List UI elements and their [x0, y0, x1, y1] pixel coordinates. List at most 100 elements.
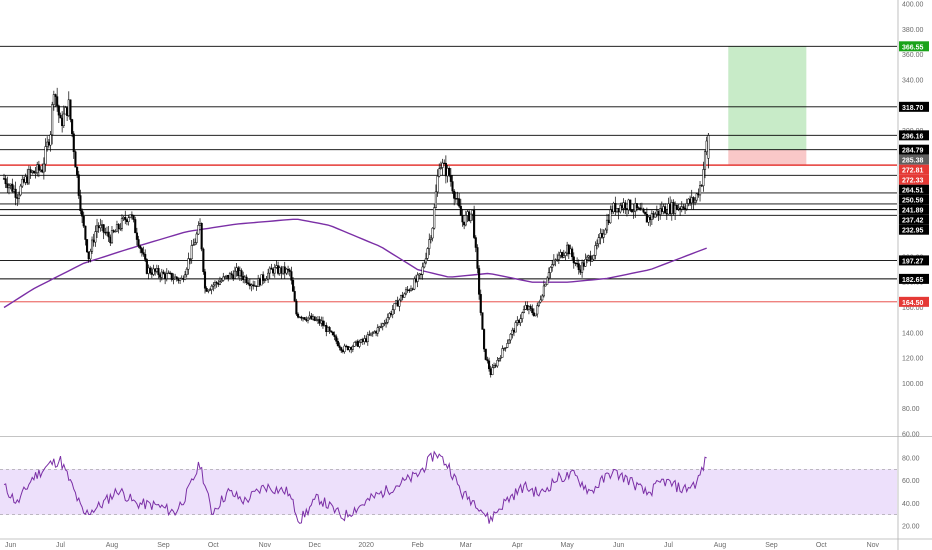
candle-body: [77, 174, 80, 196]
candle-body: [516, 320, 519, 323]
candle-body: [471, 210, 474, 215]
candle-body: [174, 276, 177, 280]
candle-body: [624, 202, 627, 209]
candle-body: [499, 357, 502, 359]
candle-body: [584, 259, 587, 267]
target-zone[interactable]: [728, 46, 807, 150]
position-tool[interactable]: [728, 46, 807, 166]
candle-body: [265, 278, 268, 281]
stop-zone[interactable]: [728, 149, 807, 166]
candle-body: [242, 276, 245, 281]
candle-body: [594, 245, 597, 256]
candle-body: [147, 267, 150, 274]
candle-body: [649, 216, 652, 220]
level-label: 318.70: [902, 105, 924, 112]
candle-body: [333, 334, 336, 337]
horizontal-levels[interactable]: [0, 45, 897, 303]
candle-body: [291, 280, 295, 292]
candle-body: [217, 283, 220, 285]
time-tick-label: Sep: [765, 542, 778, 549]
candle-body: [421, 266, 424, 275]
level-label: 237.42: [902, 218, 924, 225]
candle-body: [491, 367, 494, 375]
candle-body: [215, 282, 218, 284]
candle-body: [104, 232, 107, 234]
candle-body: [361, 339, 364, 342]
candle-body: [697, 193, 700, 196]
candle-body: [262, 274, 265, 281]
candle-body: [127, 217, 130, 223]
candle-body: [6, 183, 9, 189]
candle-body: [645, 214, 648, 223]
candle-body: [479, 294, 482, 313]
candle-body: [167, 272, 170, 274]
candle-body: [416, 274, 419, 282]
candle-body: [341, 350, 344, 352]
candle-body: [89, 250, 92, 260]
candle-body: [300, 316, 303, 319]
candle-body: [654, 213, 657, 218]
candle-body: [534, 313, 537, 316]
candle-body: [589, 255, 592, 262]
level-label-bg: [899, 194, 929, 205]
candle-body: [14, 188, 17, 198]
level-label: 272.33: [902, 178, 924, 185]
candle-body: [184, 274, 187, 280]
candle-body: [486, 359, 489, 362]
candle-body: [32, 170, 35, 174]
candle-body: [657, 210, 660, 216]
rsi-tick-label: 40.00: [902, 501, 920, 508]
time-tick-label: Sep: [157, 542, 170, 549]
ma-line: [3, 218, 707, 309]
price-tick-label: 140.00: [902, 330, 924, 337]
candle-body: [684, 208, 687, 210]
candle-body: [680, 206, 683, 210]
candle-body: [665, 213, 668, 215]
candle-body: [519, 318, 522, 323]
candle-body: [399, 294, 403, 301]
time-tick-label: Nov: [259, 542, 272, 549]
candle-body: [373, 331, 376, 334]
candle-body: [511, 329, 514, 335]
level-label-bg: [899, 296, 929, 307]
candle-body: [142, 252, 145, 255]
candle-body: [551, 264, 554, 268]
candle-body: [546, 277, 549, 285]
candle-body: [667, 203, 670, 215]
candle-body: [41, 169, 44, 173]
candle-body: [576, 262, 579, 265]
candle-body: [363, 338, 366, 342]
candle-body: [323, 325, 326, 327]
level-label: 366.55: [902, 44, 924, 51]
time-tick-label: May: [561, 542, 575, 549]
candle-body: [218, 281, 222, 285]
level-label-bg: [899, 255, 929, 266]
candle-body: [125, 219, 128, 223]
candle-body: [36, 164, 39, 174]
candle-body: [245, 276, 248, 284]
candle-body: [313, 316, 316, 321]
candle-body: [566, 244, 569, 254]
candle-body: [625, 208, 628, 211]
candle-body: [655, 210, 658, 215]
candle-body: [679, 207, 682, 210]
candle-body: [288, 269, 291, 272]
candle-body: [675, 204, 678, 210]
candle-body: [434, 191, 437, 208]
candle-body: [368, 334, 371, 336]
candle-body: [44, 146, 47, 165]
candle-body: [99, 225, 102, 229]
candle-body: [642, 208, 645, 213]
candle-body: [591, 258, 594, 262]
candle-body: [404, 289, 408, 295]
candle-body: [59, 114, 62, 119]
candle-body: [21, 179, 24, 187]
candle-body: [305, 319, 308, 321]
candle-body: [86, 239, 89, 253]
price-level-labels: 366.55 318.70 296.16 284.79 285.38 272.81 272.…: [899, 41, 929, 307]
candle-body: [232, 274, 235, 279]
candle-body: [197, 225, 200, 235]
candle-body: [155, 268, 158, 272]
candle-body: [366, 334, 369, 342]
